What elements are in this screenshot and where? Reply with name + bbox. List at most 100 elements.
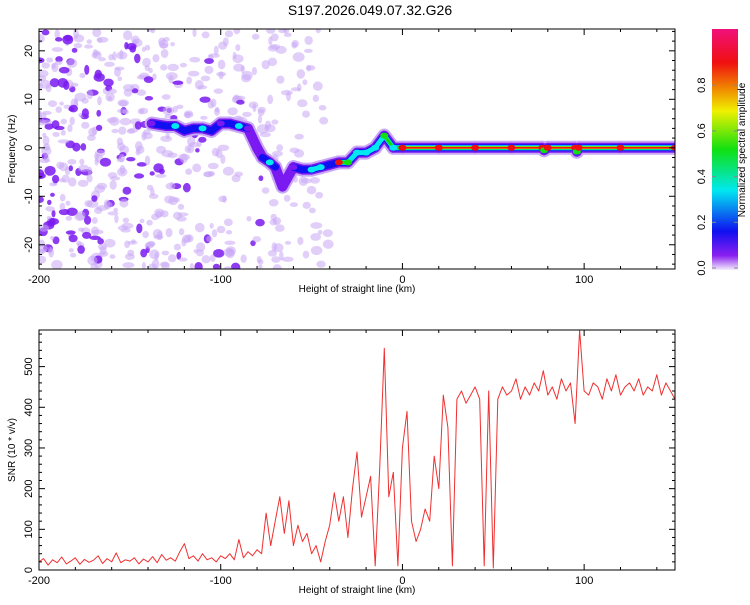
noise-blob <box>292 52 305 62</box>
noise-blob <box>283 32 292 37</box>
noise-blob <box>109 176 121 181</box>
noise-blob <box>211 229 218 238</box>
noise-blob <box>96 36 109 43</box>
noise-blob <box>39 79 52 89</box>
y-tick-label: 200 <box>23 479 35 497</box>
ridge-point <box>353 149 361 156</box>
noise-blob <box>195 242 206 253</box>
noise-blob <box>200 75 211 82</box>
noise-blob <box>184 112 191 119</box>
noise-blob <box>68 177 77 187</box>
noise-blob <box>39 224 50 232</box>
noise-blob <box>178 228 185 236</box>
noise-blob <box>258 175 264 182</box>
noise-blob <box>97 96 102 106</box>
noise-blob <box>187 136 196 147</box>
y-tick-label: -10 <box>23 188 35 204</box>
noise-blob <box>86 89 94 100</box>
noise-blob <box>51 62 59 73</box>
noise-blob <box>308 207 316 214</box>
noise-blob <box>144 96 154 101</box>
noise-blob <box>142 57 151 68</box>
noise-blob <box>119 117 132 126</box>
noise-blob <box>261 187 270 194</box>
noise-blob <box>170 42 175 47</box>
noise-blob <box>297 236 304 246</box>
noise-blob <box>302 201 311 210</box>
noise-blob <box>126 156 136 162</box>
ridge-point <box>162 122 171 129</box>
noise-blob <box>47 199 52 205</box>
noise-blob <box>88 127 97 137</box>
noise-blob <box>284 240 292 245</box>
ridge-point <box>198 125 207 132</box>
noise-blob <box>76 240 82 246</box>
noise-blob <box>96 109 102 117</box>
ridge-point <box>207 127 216 134</box>
noise-blob <box>131 88 139 94</box>
ridge-point <box>471 144 480 151</box>
noise-blob <box>79 158 85 166</box>
noise-blob <box>304 35 313 45</box>
noise-blob <box>50 192 55 197</box>
ridge-point <box>343 159 352 166</box>
noise-blob <box>167 254 177 263</box>
noise-blob <box>154 251 159 261</box>
ridge-point <box>325 161 334 168</box>
ridge-point <box>398 144 407 151</box>
noise-blob <box>39 69 49 78</box>
y-tick-label: 20 <box>23 45 35 57</box>
noise-blob <box>312 94 319 103</box>
noise-blob <box>224 240 236 246</box>
noise-blob <box>63 80 70 91</box>
noise-blob <box>143 129 151 135</box>
colorbar-tick-label: 0.0 <box>696 260 708 275</box>
noise-blob <box>272 150 283 157</box>
noise-blob <box>94 207 103 215</box>
noise-blob <box>162 106 175 116</box>
noise-blob <box>173 243 182 251</box>
noise-blob <box>212 263 221 269</box>
noise-blob <box>231 174 241 183</box>
colorbar-tick-label: 0.8 <box>696 78 708 93</box>
noise-blob <box>51 209 56 218</box>
noise-blob <box>134 121 142 130</box>
noise-blob <box>179 62 188 68</box>
noise-blob <box>117 76 123 82</box>
noise-blob <box>246 216 252 222</box>
noise-blob <box>198 136 207 143</box>
noise-blob <box>317 229 323 235</box>
noise-blob <box>164 195 175 204</box>
noise-blob <box>165 182 176 190</box>
noise-blob <box>77 245 85 254</box>
ridge-point <box>389 144 398 151</box>
x-axis-label: Height of straight line (km) <box>299 585 416 596</box>
noise-blob <box>59 202 66 211</box>
noise-blob <box>152 73 157 81</box>
noise-blob <box>220 154 226 165</box>
noise-blob <box>315 191 324 199</box>
noise-blob <box>121 222 134 230</box>
x-tick-label: -200 <box>28 274 50 286</box>
noise-blob <box>218 71 224 80</box>
x-tick-label: 100 <box>575 575 593 587</box>
noise-blob <box>54 37 63 42</box>
ridge-point <box>316 164 325 171</box>
noise-blob <box>119 49 124 60</box>
noise-blob <box>195 148 200 153</box>
noise-blob <box>318 104 327 111</box>
noise-blob <box>204 58 214 64</box>
ridge-point <box>171 122 180 129</box>
noise-blob <box>315 29 321 34</box>
noise-blob <box>252 103 257 113</box>
noise-blob <box>86 200 99 208</box>
noise-blob <box>78 227 85 232</box>
noise-blob <box>164 114 172 119</box>
noise-blob <box>280 89 293 96</box>
noise-blob <box>222 166 234 176</box>
noise-blob <box>39 195 44 204</box>
noise-blob <box>201 31 210 39</box>
noise-blob <box>122 217 130 224</box>
noise-blob <box>39 119 47 126</box>
